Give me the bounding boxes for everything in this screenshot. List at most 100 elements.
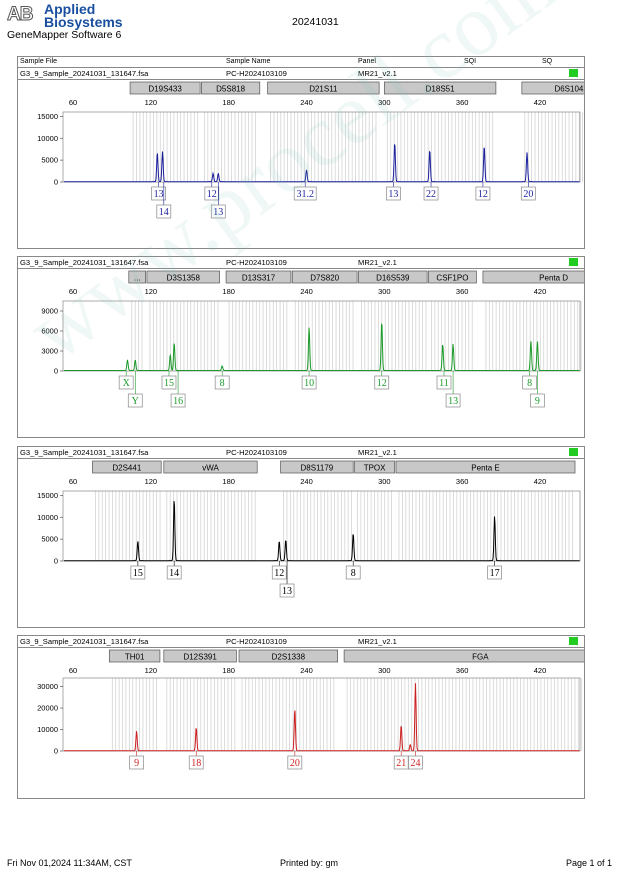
allele-label: 11 <box>439 378 449 389</box>
marker-bar <box>521 81 584 95</box>
allele-label: 9 <box>535 396 540 407</box>
allele-box <box>408 755 423 770</box>
trace-line <box>64 323 580 371</box>
electropherogram-panel-red: G3_9_Sample_20241031_131647.fsa PC-H2024… <box>17 635 585 799</box>
allele-label: 8 <box>527 378 532 389</box>
marker-bar <box>129 81 201 95</box>
trace-line <box>64 144 580 183</box>
col-sqi: SQI <box>464 58 477 65</box>
x-tick-label: 240 <box>300 477 313 486</box>
electropherogram-panel-blue: G3_9_Sample_20241031_131647.fsa PC-H2024… <box>17 67 585 249</box>
marker-name: D8S1179 <box>300 464 333 473</box>
allele-label: 16 <box>173 396 183 407</box>
marker-name: D13S317 <box>242 274 276 283</box>
allele-box <box>161 375 177 390</box>
x-tick-label: 180 <box>222 477 235 486</box>
panel-name: MR21_v2.1 <box>358 448 397 457</box>
green-dye-plot: ... D3S1358 D13S317 D7S820 D16S539 CSF1PO Pent… <box>41 270 584 408</box>
allele-label: 24 <box>410 758 420 769</box>
y-tick-label: 10000 <box>37 513 58 522</box>
col-sq: SQ <box>542 58 553 65</box>
page-number: Page 1 of 1 <box>566 858 613 868</box>
allele-label: X <box>123 378 131 389</box>
sq-status-icon <box>569 258 578 266</box>
allele-box <box>530 393 545 408</box>
x-tick-label: 180 <box>222 287 235 296</box>
allele-label: 13 <box>154 189 164 200</box>
allele-label: 13 <box>388 189 398 200</box>
x-tick-label: 60 <box>69 98 77 107</box>
allele-box <box>279 583 295 598</box>
allele-label: 14 <box>159 207 169 218</box>
allele-box <box>129 755 144 770</box>
panel-name: MR21_v2.1 <box>358 258 397 267</box>
allele-box <box>345 565 361 580</box>
x-tick-label: 360 <box>456 666 469 675</box>
allele-label: 10 <box>304 378 314 389</box>
sq-status-icon <box>569 69 578 77</box>
marker-bar <box>163 460 258 474</box>
col-panel: Panel <box>358 58 376 65</box>
marker-name: ... <box>134 274 141 283</box>
allele-box <box>130 565 146 580</box>
marker-bar <box>92 460 162 474</box>
allele-box <box>374 375 390 390</box>
x-tick-label: 360 <box>456 477 469 486</box>
trace-line <box>64 683 580 752</box>
y-tick-label: 10000 <box>37 725 58 734</box>
marker-name: CSF1PO <box>436 274 468 283</box>
marker-name: D16S539 <box>376 274 410 283</box>
software-name: GeneMapper Software 6 <box>7 29 122 41</box>
panel-header: G3_9_Sample_20241031_131647.fsa PC-H2024… <box>18 636 584 648</box>
marker-name: Penta E <box>471 464 499 473</box>
marker-name: FGA <box>472 653 489 662</box>
panel-header: G3_9_Sample_20241031_131647.fsa PC-H2024… <box>18 68 584 80</box>
allele-box <box>127 393 143 408</box>
allele-label: 13 <box>213 207 223 218</box>
allele-label: 12 <box>377 378 387 389</box>
allele-box <box>301 375 317 390</box>
allele-box <box>287 755 303 770</box>
x-tick-label: 300 <box>378 477 391 486</box>
brand-name: Applied Biosystems <box>44 1 123 29</box>
y-tick-label: 0 <box>54 178 58 187</box>
x-tick-label: 60 <box>69 666 77 675</box>
allele-label: 15 <box>164 378 174 389</box>
x-tick-label: 180 <box>222 666 235 675</box>
allele-label: 13 <box>448 396 458 407</box>
marker-name: D2S1338 <box>272 653 306 662</box>
allele-label: Y <box>132 396 139 407</box>
marker-name: TH01 <box>125 653 145 662</box>
panel-header: G3_9_Sample_20241031_131647.fsa PC-H2024… <box>18 447 584 459</box>
sample-name: PC-H2024103109 <box>226 637 287 646</box>
allele-label: 18 <box>191 758 201 769</box>
x-tick-label: 60 <box>69 287 77 296</box>
allele-box <box>156 204 172 219</box>
marker-bar <box>267 81 380 95</box>
sample-name: PC-H2024103109 <box>226 448 287 457</box>
allele-box <box>386 186 401 201</box>
marker-name: D6S1043 <box>554 85 584 94</box>
marker-name: D5S818 <box>216 85 245 94</box>
allele-box <box>293 186 317 201</box>
x-tick-label: 420 <box>534 98 547 107</box>
marker-bar <box>358 270 428 284</box>
brand-line-1: Applied <box>44 1 96 17</box>
sample-file: G3_9_Sample_20241031_131647.fsa <box>20 258 149 267</box>
allele-label: 22 <box>426 189 436 200</box>
allele-box <box>151 186 166 201</box>
allele-box <box>166 565 182 580</box>
allele-box <box>170 393 186 408</box>
marker-name: vWA <box>202 464 219 473</box>
x-tick-label: 420 <box>534 287 547 296</box>
marker-bar <box>163 649 237 663</box>
marker-name: D3S1358 <box>167 274 201 283</box>
y-tick-label: 20000 <box>37 704 58 713</box>
y-tick-label: 15000 <box>37 491 58 500</box>
col-sample-name: Sample Name <box>226 58 271 65</box>
marker-name: D18S51 <box>426 85 455 94</box>
allele-label: 9 <box>134 758 139 769</box>
sample-file: G3_9_Sample_20241031_131647.fsa <box>20 69 149 78</box>
marker-name: TPOX <box>364 464 386 473</box>
